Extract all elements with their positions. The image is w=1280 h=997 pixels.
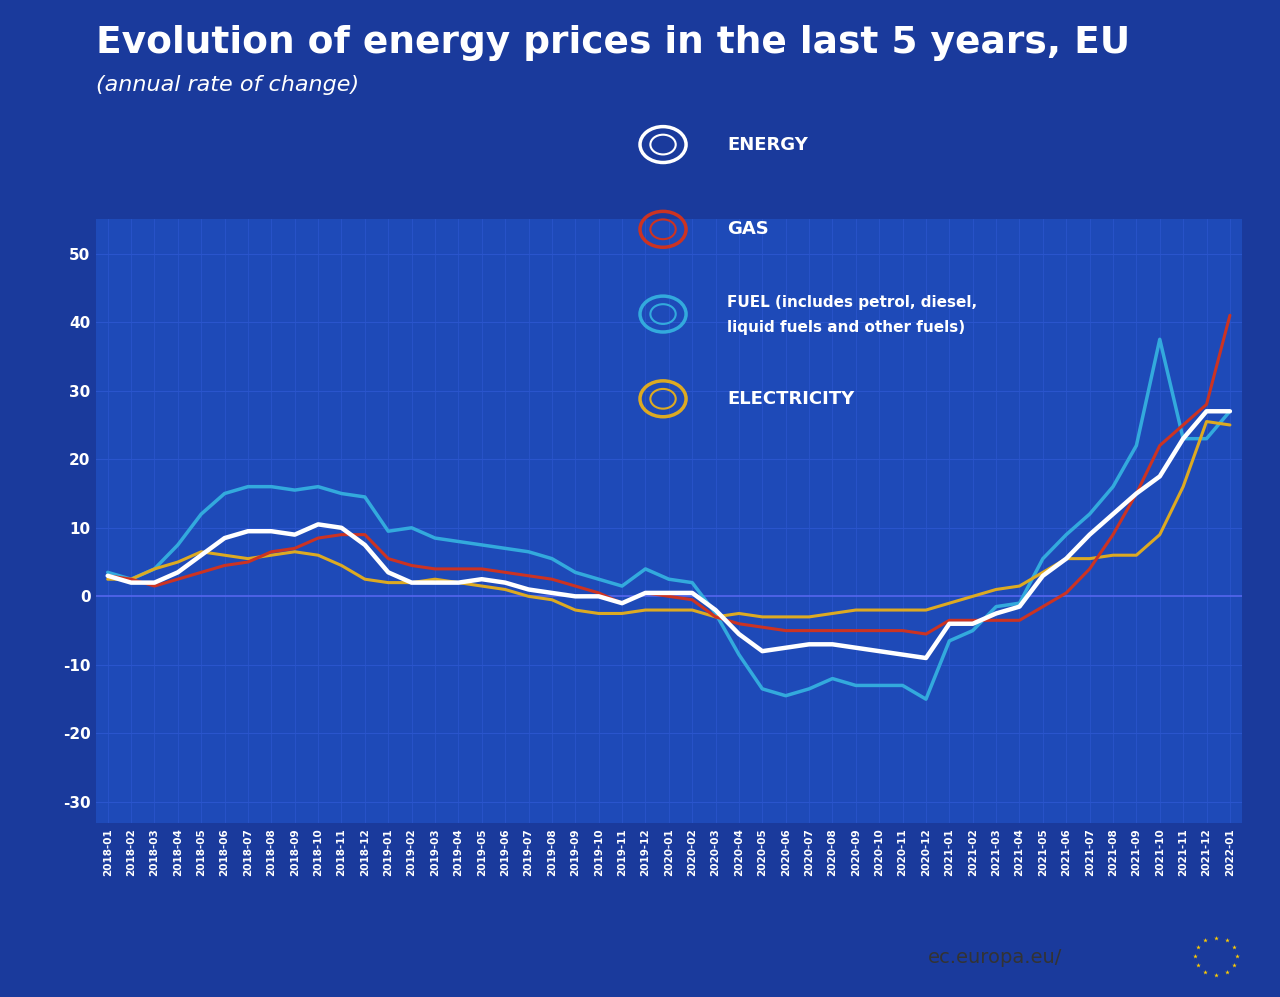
Text: Evolution of energy prices in the last 5 years, EU: Evolution of energy prices in the last 5… — [96, 25, 1130, 61]
Text: (annual rate of change): (annual rate of change) — [96, 75, 360, 95]
Text: eurostat: eurostat — [1073, 947, 1166, 967]
Text: ec.europa.eu/: ec.europa.eu/ — [928, 947, 1062, 967]
Text: FUEL (includes petrol, diesel,: FUEL (includes petrol, diesel, — [727, 294, 977, 310]
Text: ENERGY: ENERGY — [727, 136, 808, 154]
Text: ELECTRICITY: ELECTRICITY — [727, 390, 854, 408]
Text: liquid fuels and other fuels): liquid fuels and other fuels) — [727, 319, 965, 335]
Text: GAS: GAS — [727, 220, 769, 238]
